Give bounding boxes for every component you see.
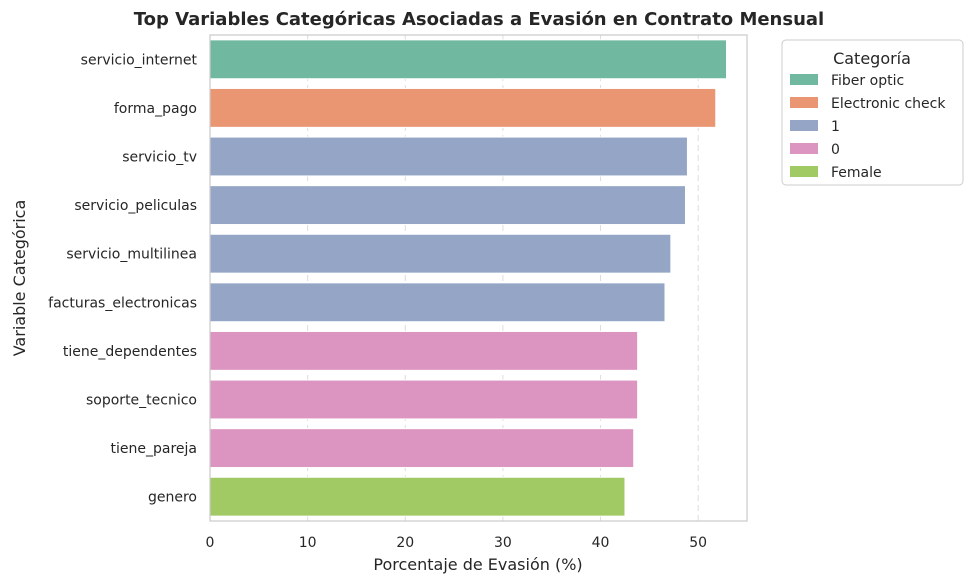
y-tick-label: forma_pago <box>114 101 197 117</box>
legend-swatch <box>790 97 818 108</box>
y-axis-title: Variable Categórica <box>10 200 29 357</box>
x-tick-label: 50 <box>689 535 707 551</box>
y-tick-label: genero <box>148 490 197 506</box>
bar-servicio-tv <box>209 136 688 177</box>
legend-frame <box>781 39 964 186</box>
x-tick-label: 10 <box>299 535 317 551</box>
chart-title: Top Variables Categóricas Asociadas a Ev… <box>134 9 824 30</box>
bar-tiene-pareja <box>209 428 635 469</box>
legend-swatch <box>790 74 818 85</box>
legend-label: Fiber optic <box>831 73 904 89</box>
y-tick-label: servicio_multilinea <box>66 247 197 263</box>
legend-swatch <box>790 166 818 177</box>
x-tick-label: 30 <box>494 535 512 551</box>
legend-swatch <box>790 120 818 131</box>
y-tick-label: soporte_tecnico <box>86 393 197 409</box>
bar-facturas-electronicas <box>209 282 666 323</box>
x-tick-label: 0 <box>206 535 215 551</box>
bar-tiene-dependentes <box>209 330 639 371</box>
y-tick-label: servicio_internet <box>81 52 198 68</box>
legend-label: Female <box>831 165 882 181</box>
y-tick-label: servicio_peliculas <box>74 198 197 214</box>
legend-label: Electronic check <box>831 96 946 112</box>
plot-frame <box>209 34 748 522</box>
x-tick-label: 40 <box>592 535 610 551</box>
bar-servicio-multilinea <box>209 233 672 274</box>
legend-swatch <box>790 143 818 154</box>
bar-genero <box>209 476 626 517</box>
legend-label: 1 <box>831 119 840 135</box>
x-tick-label: 20 <box>396 535 414 551</box>
bars <box>209 39 727 517</box>
bar-soporte-tecnico <box>209 379 639 420</box>
legend-title: Categoría <box>833 49 911 68</box>
x-axis-title: Porcentaje de Evasión (%) <box>373 555 582 574</box>
bar-servicio-internet <box>209 39 727 80</box>
bar-servicio-peliculas <box>209 185 686 226</box>
x-tick-labels: 0 10 20 30 40 50 <box>206 535 708 551</box>
legend-label: 0 <box>831 142 840 158</box>
y-tick-label: servicio_tv <box>122 150 197 166</box>
y-tick-label: facturas_electronicas <box>48 295 197 311</box>
y-tick-label: tiene_pareja <box>111 441 197 457</box>
bar-forma-pago <box>209 87 717 128</box>
y-tick-labels: servicio_internet forma_pago servicio_tvse… <box>48 52 197 505</box>
legend-items: Fiber optic Electronic check 1 0 Female <box>790 73 946 181</box>
y-tick-label: tiene_dependentes <box>63 344 197 360</box>
